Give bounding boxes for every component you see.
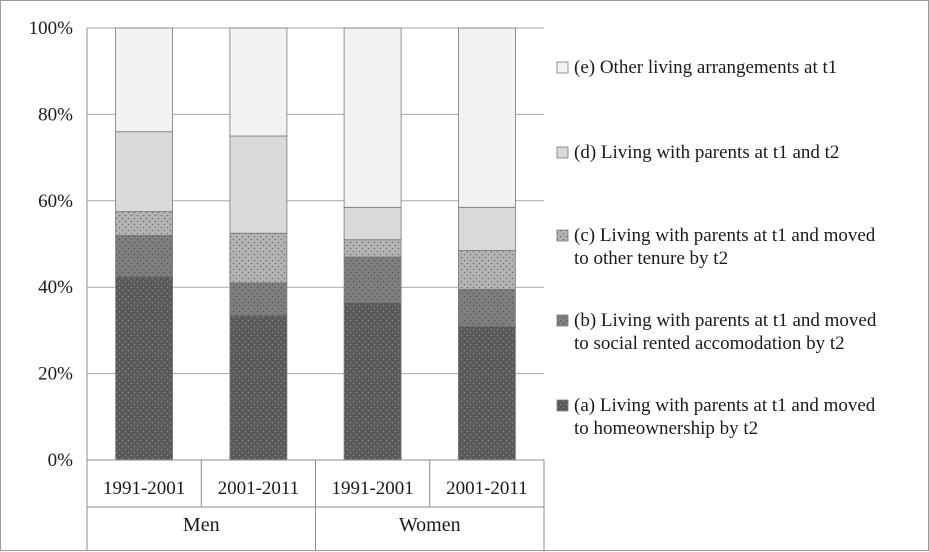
bar-segment bbox=[457, 250, 516, 290]
x-group-label: Women bbox=[399, 514, 461, 536]
y-axis: 0% 20% 40% 60% 80% 100% bbox=[29, 18, 88, 471]
bar-segment bbox=[343, 27, 402, 208]
bar-segment bbox=[457, 288, 516, 327]
bar-segment bbox=[115, 131, 173, 212]
bar-segment bbox=[115, 234, 173, 277]
bar-segment bbox=[343, 301, 402, 461]
legend-label: (c) Living with parents at t1 and moved bbox=[574, 225, 876, 246]
bars bbox=[115, 27, 516, 461]
bar-segment bbox=[229, 232, 288, 284]
y-tick-label: 60% bbox=[38, 191, 73, 212]
x-axis: 1991-2001 2001-2011 1991-2001 2001-2011 Men W… bbox=[86, 459, 545, 550]
bar-segment bbox=[115, 275, 173, 461]
legend-swatch bbox=[556, 61, 569, 74]
bar-segment bbox=[229, 27, 288, 137]
y-tick-label: 100% bbox=[29, 18, 74, 39]
x-tick-label: 1991-2001 bbox=[103, 478, 185, 499]
legend-swatch bbox=[556, 146, 569, 159]
legend-label: (a) Living with parents at t1 and moved bbox=[574, 395, 876, 416]
x-tick-label: 2001-2011 bbox=[446, 478, 528, 499]
legend-swatch bbox=[556, 229, 569, 242]
bar-segment bbox=[343, 256, 402, 303]
bar-segment bbox=[457, 206, 516, 251]
bar-segment bbox=[229, 135, 288, 234]
legend-label: to social rented accomodation by t2 bbox=[574, 333, 845, 354]
legend-label: (d) Living with parents at t1 and t2 bbox=[574, 142, 839, 163]
legend: (e) Other living arrangements at t1 (d) L… bbox=[556, 57, 877, 439]
bar-segment bbox=[457, 27, 516, 208]
legend-swatch bbox=[556, 314, 569, 327]
bar-segment bbox=[115, 27, 173, 133]
bar-segment bbox=[115, 211, 173, 236]
legend-swatch bbox=[556, 399, 569, 412]
y-tick-label: 0% bbox=[48, 450, 74, 471]
bar-segment bbox=[229, 314, 288, 461]
legend-label: (b) Living with parents at t1 and moved bbox=[574, 310, 877, 331]
bar-segment bbox=[343, 206, 402, 241]
bar-segment bbox=[457, 325, 516, 461]
x-tick-label: 2001-2011 bbox=[218, 478, 300, 499]
x-tick-label: 1991-2001 bbox=[331, 478, 413, 499]
legend-label: to other tenure by t2 bbox=[574, 248, 728, 269]
x-group-label: Men bbox=[183, 514, 220, 536]
legend-label: to homeownership by t2 bbox=[574, 418, 758, 439]
legend-label: (e) Other living arrangements at t1 bbox=[574, 57, 837, 78]
bar-segment bbox=[343, 239, 402, 258]
y-tick-label: 40% bbox=[38, 277, 73, 298]
bar-segment bbox=[229, 282, 288, 316]
y-tick-label: 20% bbox=[38, 364, 73, 385]
y-tick-label: 80% bbox=[38, 104, 73, 125]
